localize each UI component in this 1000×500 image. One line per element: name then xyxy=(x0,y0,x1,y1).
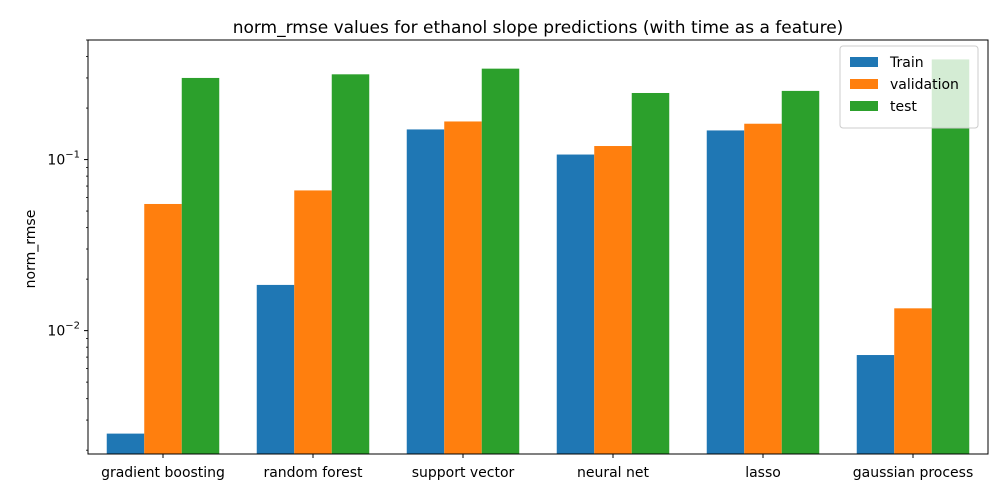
x-tick-label: neural net xyxy=(577,465,650,481)
bar-test-lasso xyxy=(781,90,820,455)
bar-train-random-forest xyxy=(256,284,295,454)
bar-train-gradient-boosting xyxy=(106,433,145,454)
x-axis-ticks: gradient boosting random forest support ve… xyxy=(101,454,973,481)
bar-train-lasso xyxy=(706,130,745,454)
legend-label-test: test xyxy=(890,99,917,115)
x-tick-label: gradient boosting xyxy=(101,465,225,481)
legend: Train validation test xyxy=(839,45,979,129)
y-axis-label: norm_rmse xyxy=(23,210,39,289)
legend-swatch-train xyxy=(850,57,878,67)
bar-validation-lasso xyxy=(744,123,782,454)
bar-validation-random-forest xyxy=(294,190,332,454)
legend-label-train: Train xyxy=(889,55,924,71)
legend-swatch-test xyxy=(850,101,878,111)
x-tick-label: random forest xyxy=(263,465,363,481)
bar-test-neural-net xyxy=(631,92,670,455)
bar-train-neural-net xyxy=(556,154,595,455)
bar-train-support-vector xyxy=(406,129,445,454)
x-tick-label: lasso xyxy=(745,465,781,481)
bar-validation-gradient-boosting xyxy=(144,203,182,454)
x-tick-label: support vector xyxy=(412,465,515,481)
bar-validation-support-vector xyxy=(444,121,482,454)
bar-validation-gaussian-process xyxy=(894,308,932,454)
chart-title: norm_rmse values for ethanol slope predi… xyxy=(233,18,844,38)
bar-validation-neural-net xyxy=(594,146,632,454)
y-axis-ticks: 10−2 10−1 xyxy=(47,39,88,451)
legend-label-validation: validation xyxy=(890,77,959,93)
bar-test-support-vector xyxy=(481,68,520,455)
y-tick-label: 10−2 xyxy=(47,321,80,340)
legend-swatch-validation xyxy=(850,79,878,89)
bar-train-gaussian-process xyxy=(856,355,895,454)
y-tick-label: 10−1 xyxy=(47,150,80,169)
x-tick-label: gaussian process xyxy=(853,465,974,481)
bar-test-gradient-boosting xyxy=(181,77,220,454)
plot-frame xyxy=(87,39,989,455)
bar-test-random-forest xyxy=(331,74,370,454)
bars-group xyxy=(106,59,970,455)
